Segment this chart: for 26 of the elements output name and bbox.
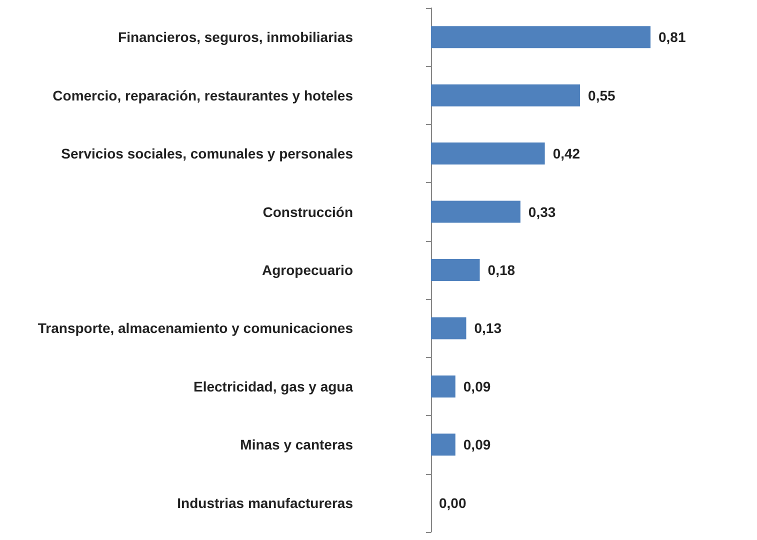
data-label: 0,09 [463, 436, 491, 453]
y-tick-label: Minas y canteras [240, 436, 354, 453]
bar [431, 26, 651, 48]
y-tick-label: Industrias manufactureras [177, 494, 354, 511]
y-tick-label: Transporte, almacenamiento y comunicaciones [38, 320, 354, 336]
bar [431, 200, 520, 223]
bar [431, 259, 480, 281]
bar [431, 84, 580, 106]
data-label: 0,33 [528, 204, 556, 220]
data-label: 0,18 [488, 262, 516, 278]
y-tick-label: Comercio, reparación, restaurantes y hoteles [52, 87, 354, 104]
data-label: 0,42 [552, 146, 580, 162]
bar [431, 375, 456, 398]
data-label: 0,00 [439, 494, 466, 511]
y-tick-label: Agropecuario [262, 262, 353, 278]
data-label: 0,81 [658, 29, 686, 46]
bar [431, 434, 456, 456]
y-tick-label: Construcción [262, 204, 353, 220]
y-tick-label: Electricidad, gas y agua [193, 378, 354, 394]
y-tick-label: Servicios sociales, comunales y personales [61, 146, 354, 162]
data-label: 0,09 [463, 378, 491, 394]
bar [431, 142, 545, 165]
data-label: 0,55 [588, 87, 616, 104]
data-label: 0,13 [474, 320, 502, 336]
y-tick-label: Financieros, seguros, inmobiliarias [118, 29, 354, 46]
bar [431, 317, 466, 340]
